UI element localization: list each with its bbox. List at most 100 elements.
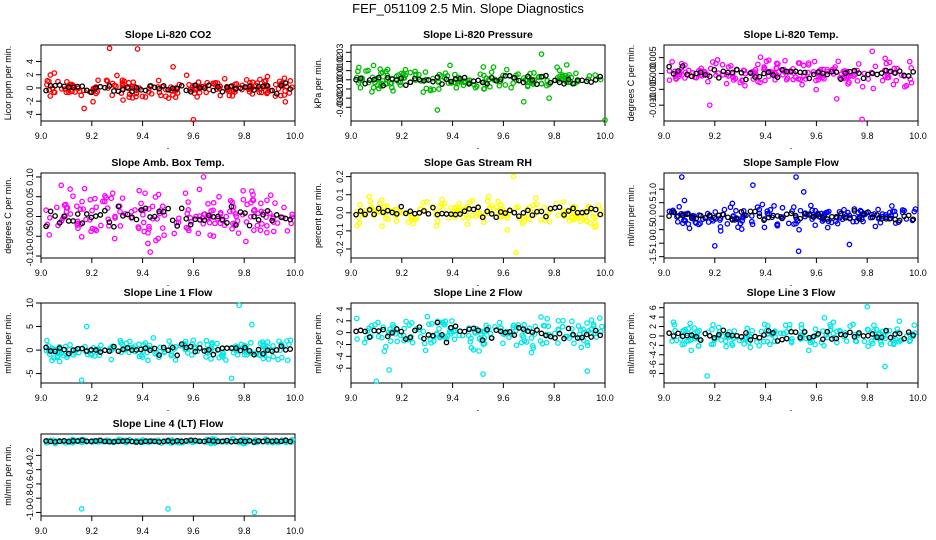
x-tick-label: 9.6: [810, 131, 823, 141]
data-point: [120, 97, 126, 103]
reference-point: [774, 213, 781, 219]
reference-point: [515, 77, 522, 84]
data-point: [208, 208, 214, 214]
data-point: [503, 66, 510, 73]
data-point: [878, 341, 885, 348]
reference-point: [192, 348, 199, 355]
plot-frame: [40, 44, 296, 122]
data-point: [573, 70, 579, 77]
data-point: [749, 327, 756, 334]
data-point: [763, 58, 770, 65]
reference-point: [178, 341, 185, 347]
data-point: [889, 203, 895, 209]
reference-point: [398, 328, 405, 335]
reference-point: [196, 345, 203, 351]
reference-point: [439, 210, 445, 217]
data-point: [157, 344, 163, 351]
x-tick-label: 9.4: [759, 131, 772, 141]
reference-point: [833, 213, 840, 220]
data-point: [555, 340, 561, 346]
data-point: [453, 84, 460, 91]
data-point: [715, 324, 722, 331]
data-point-outlier: [859, 116, 865, 123]
reference-point: [747, 208, 754, 215]
data-point: [465, 332, 472, 339]
y-axis-label: ml/min per min.: [626, 312, 636, 374]
reference-point: [810, 213, 817, 220]
data-point: [243, 76, 250, 83]
data-point: [841, 206, 847, 213]
reference-point: [842, 332, 849, 338]
reference-point: [693, 215, 700, 222]
data-point: [420, 89, 427, 95]
reference-point: [278, 343, 285, 350]
y-axis-label: ml/min per min.: [3, 312, 13, 374]
data-point: [88, 228, 94, 235]
data-point: [140, 211, 146, 218]
panel-4: Slope Amb. Box Temp. 9.0 9.2 9.4 9.6 9.8 10.0 -…: [3, 157, 304, 286]
reference-point: [83, 87, 90, 94]
reference-point: [538, 208, 545, 215]
reference-point: [97, 83, 104, 90]
data-point: [53, 204, 60, 211]
data-point: [159, 203, 166, 210]
data-point-outlier: [434, 107, 441, 113]
reference-point: [430, 204, 436, 211]
reference-point: [457, 211, 463, 217]
reference-point: [583, 331, 590, 338]
reference-point: [165, 347, 172, 354]
data-point: [773, 60, 780, 67]
x-tick-label: 9.8: [238, 268, 251, 278]
reference-point: [398, 203, 405, 210]
data-point: [80, 206, 87, 212]
data-point: [46, 351, 53, 358]
data-point: [584, 320, 590, 326]
data-point: [484, 198, 491, 204]
y-axis-label: ml/min per min.: [3, 444, 13, 506]
reference-point: [792, 329, 799, 336]
data-point: [43, 207, 49, 213]
reference-point: [102, 207, 108, 214]
data-point: [87, 196, 94, 203]
data-point: [214, 340, 220, 347]
reference-point: [815, 331, 822, 337]
data-point: [477, 71, 484, 78]
reference-point: [407, 79, 414, 86]
data-point: [584, 218, 590, 225]
panel-3: Slope Li-820 Temp. 9.0 9.2 9.4 9.6 9.8 10.0 -0.…: [626, 29, 927, 149]
reference-point: [174, 223, 181, 229]
data-point: [720, 71, 726, 78]
data-point: [498, 325, 504, 331]
data-point: [58, 182, 65, 189]
y-tick-label: 0.02: [335, 53, 345, 71]
data-point: [139, 93, 146, 100]
reference-point: [461, 208, 468, 215]
y-tick-label: -0.8: [25, 490, 35, 506]
data-point-outlier: [538, 51, 545, 58]
reference-point: [282, 80, 289, 87]
data-point-outlier: [190, 116, 197, 123]
data-point: [166, 338, 172, 345]
reference-point: [129, 88, 135, 95]
data-point: [375, 333, 382, 340]
data-point: [721, 206, 728, 213]
reference-point: [124, 84, 131, 91]
data-point: [219, 352, 225, 359]
data-point: [274, 220, 281, 226]
data-point-outlier: [236, 302, 242, 309]
data-point: [541, 204, 548, 211]
reference-point: [783, 335, 790, 342]
reference-point: [79, 345, 86, 352]
page-title: FEF_051109 2.5 Min. Slope Diagnostics: [352, 1, 584, 16]
data-point: [51, 70, 58, 76]
data-point: [240, 196, 247, 203]
reference-point: [269, 217, 275, 224]
data-point: [711, 336, 718, 343]
reference-point: [402, 210, 409, 217]
x-tick-label: 9.8: [548, 131, 561, 141]
reference-point: [124, 345, 131, 351]
y-axis-label: Licor ppm per min.: [3, 46, 13, 121]
data-point-outlier: [106, 45, 113, 52]
data-point-outlier: [147, 249, 154, 255]
reference-point: [282, 347, 289, 353]
